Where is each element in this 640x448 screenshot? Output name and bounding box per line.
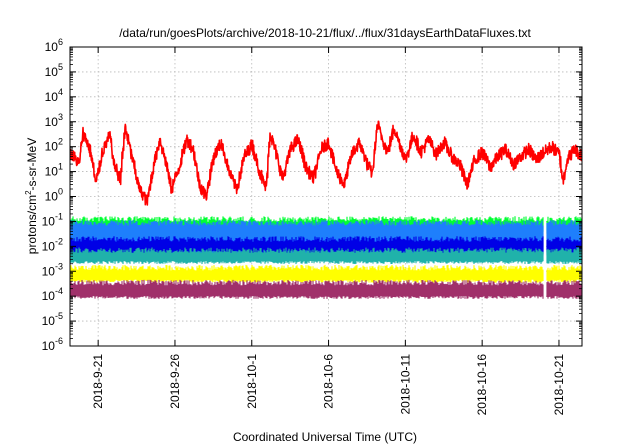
y-tick-exponent: 0: [58, 187, 63, 197]
y-tick-label: 103: [45, 112, 63, 129]
y-tick-base: 10: [45, 165, 59, 179]
y-tick-exponent: 3: [58, 112, 63, 122]
axis-ticks: [70, 46, 582, 347]
y-tick-exponent: 6: [58, 37, 63, 47]
x-axis-label: Coordinated Universal Time (UTC): [233, 430, 417, 444]
series-line: [70, 120, 582, 206]
y-tick-base: 10: [45, 190, 59, 204]
y-tick-exponent: 5: [58, 62, 63, 72]
y-tick-base: 10: [42, 214, 56, 228]
y-tick-label: 10-4: [42, 286, 63, 303]
y-tick-label: 102: [45, 137, 63, 154]
y-tick-label: 100: [45, 187, 63, 204]
y-axis-label: protons/cm2-s-sr-MeV: [24, 138, 39, 254]
series-band: [70, 247, 582, 264]
y-tick-base: 10: [42, 239, 56, 253]
x-tick-label: 2018-9-21: [91, 354, 105, 409]
y-tick-exponent: -3: [55, 261, 63, 271]
y-axis-label-post: -s-sr-MeV: [25, 138, 39, 191]
y-axis-label-pre: protons/cm: [25, 195, 39, 254]
y-tick-exponent: -4: [55, 286, 63, 296]
y-tick-base: 10: [45, 65, 59, 79]
series-band: [70, 236, 582, 255]
y-tick-label: 10-6: [42, 336, 63, 353]
x-tick-labels: 2018-9-21 2018-9-26 2018-10-1 2018-10-6 2018…: [91, 354, 566, 416]
chart-title: /data/run/goesPlots/archive/2018-10-21/f…: [119, 26, 531, 40]
series-group: [70, 120, 582, 299]
y-tick-exponent: -6: [55, 336, 63, 346]
series-band: [70, 279, 582, 299]
y-tick-exponent: -1: [55, 211, 63, 221]
y-tick-base: 10: [45, 40, 59, 54]
y-tick-exponent: -5: [55, 311, 63, 321]
y-tick-exponent: 1: [58, 162, 63, 172]
y-tick-label: 10-1: [42, 211, 63, 228]
series-band: [70, 264, 582, 283]
y-tick-label: 10-2: [42, 236, 63, 253]
y-axis-label-sup: 2: [24, 190, 33, 195]
y-tick-exponent: -2: [55, 236, 63, 246]
x-tick-label: 2018-9-26: [168, 354, 182, 409]
x-tick-label: 2018-10-16: [475, 354, 489, 416]
y-tick-label: 10-3: [42, 261, 63, 278]
y-tick-label: 104: [45, 87, 63, 104]
y-tick-base: 10: [42, 314, 56, 328]
x-tick-label: 2018-10-1: [245, 354, 259, 409]
y-tick-base: 10: [42, 264, 56, 278]
y-tick-base: 10: [42, 289, 56, 303]
y-tick-label: 101: [45, 162, 63, 179]
y-tick-exponent: 2: [58, 137, 63, 147]
y-tick-base: 10: [42, 339, 56, 353]
y-tick-labels: 10-610-510-410-310-210-11001011021031041…: [42, 37, 63, 353]
y-tick-base: 10: [45, 140, 59, 154]
y-tick-label: 105: [45, 62, 63, 79]
x-tick-label: 2018-10-21: [552, 354, 566, 416]
y-tick-base: 10: [45, 115, 59, 129]
x-tick-label: 2018-10-11: [398, 354, 412, 415]
y-tick-exponent: 4: [58, 87, 63, 97]
y-tick-label: 106: [45, 37, 63, 54]
x-tick-label: 2018-10-6: [322, 354, 336, 409]
y-tick-base: 10: [45, 90, 59, 104]
y-tick-label: 10-5: [42, 311, 63, 328]
